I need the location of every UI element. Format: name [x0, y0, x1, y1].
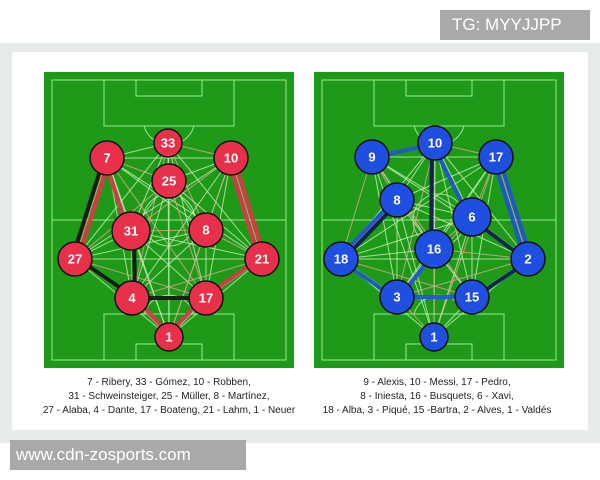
player-number: 8 [393, 193, 400, 208]
legend-line: 27 - Alaba, 4 - Dante, 17 - Boateng, 21 … [42, 405, 296, 416]
player-node [379, 182, 415, 218]
pass-line [340, 258, 473, 298]
pass-line [167, 142, 263, 260]
player-node [354, 139, 390, 175]
player-number: 18 [334, 252, 348, 267]
watermark-top: TG: MYYJJPP [440, 10, 590, 40]
legend-line: 31 - Schweinsteiger, 25 - Müller, 8 - Ma… [68, 391, 270, 402]
legend-right: 9 - Alexis, 10 - Messi, 17 - Pedro, 8 - … [292, 376, 582, 418]
player-number: 10 [428, 136, 442, 151]
player-number: 27 [68, 252, 82, 267]
player-node [111, 211, 151, 251]
pass-line [106, 157, 207, 299]
player-number: 16 [427, 242, 441, 257]
player-node [510, 241, 546, 277]
player-node [89, 140, 125, 176]
pass-line [340, 156, 373, 260]
pass-line [396, 156, 497, 298]
pass-line [396, 258, 529, 298]
player-node [414, 229, 454, 269]
player-number: 3 [393, 290, 400, 305]
player-node [244, 241, 280, 277]
pass-line [130, 230, 263, 260]
pass-line [168, 229, 207, 338]
player-number: 4 [128, 291, 136, 306]
player-number: 25 [162, 174, 176, 189]
player-number: 9 [368, 150, 375, 165]
pass-line [131, 157, 232, 299]
player-node [213, 140, 249, 176]
player-node [154, 322, 184, 352]
pass-line [396, 156, 497, 201]
player-number: 7 [103, 151, 110, 166]
player-number: 21 [255, 252, 269, 267]
player-number: 17 [199, 291, 213, 306]
player-number: 8 [202, 223, 209, 238]
player-number: 15 [465, 290, 479, 305]
pass-line [74, 157, 232, 260]
pass-line [396, 199, 435, 338]
player-node [114, 280, 150, 316]
player-node [188, 280, 224, 316]
pitch-right: 9 10 17 8 6 16 18 2 3 15 1 [314, 72, 564, 368]
player-number: 33 [161, 136, 175, 151]
player-number: 31 [124, 224, 138, 239]
pass-line [433, 216, 473, 338]
pass-line [130, 157, 232, 232]
pass-line [340, 156, 497, 260]
player-number: 1 [165, 330, 172, 345]
legend-line: 18 - Alba, 3 - Piqué, 15 -Bartra, 2 - Al… [322, 405, 552, 416]
player-node [419, 322, 449, 352]
pass-line [371, 156, 435, 338]
goal-box-top [135, 79, 203, 97]
player-node [153, 128, 183, 158]
player-node [478, 139, 514, 175]
pass-line [74, 258, 207, 299]
player-number: 17 [489, 150, 503, 165]
goal-box-top [405, 79, 473, 97]
player-node [454, 279, 490, 315]
watermark-bottom: www.cdn-zosports.com [10, 440, 246, 470]
player-number: 2 [524, 252, 531, 267]
pass-line [168, 180, 207, 299]
pass-line [131, 258, 263, 299]
legend-line: 8 - Iniesta, 16 - Busquets, 6 - Xavi, [360, 391, 514, 402]
legend-line: 9 - Alexis, 10 - Messi, 17 - Pedro, [363, 377, 511, 388]
player-node [151, 163, 187, 199]
pass-line [433, 156, 497, 338]
player-number: 10 [224, 151, 238, 166]
pass-line [495, 156, 529, 260]
player-node [379, 279, 415, 315]
player-node [323, 241, 359, 277]
player-node [57, 241, 93, 277]
player-node [188, 212, 224, 248]
legend-left: 7 - Ribery, 33 - Gómez, 10 - Robben, 31 … [24, 376, 314, 418]
player-node [452, 197, 492, 237]
player-number: 1 [430, 330, 437, 345]
pass-line [74, 142, 169, 260]
player-number: 6 [468, 210, 475, 225]
pitch-left: 7 33 10 25 31 8 27 21 4 17 1 [44, 72, 294, 368]
pass-line [131, 180, 170, 299]
pass-line [396, 142, 436, 298]
pass-line [340, 216, 473, 260]
player-node [417, 125, 453, 161]
legend-line: 7 - Ribery, 33 - Gómez, 10 - Robben, [87, 377, 251, 388]
